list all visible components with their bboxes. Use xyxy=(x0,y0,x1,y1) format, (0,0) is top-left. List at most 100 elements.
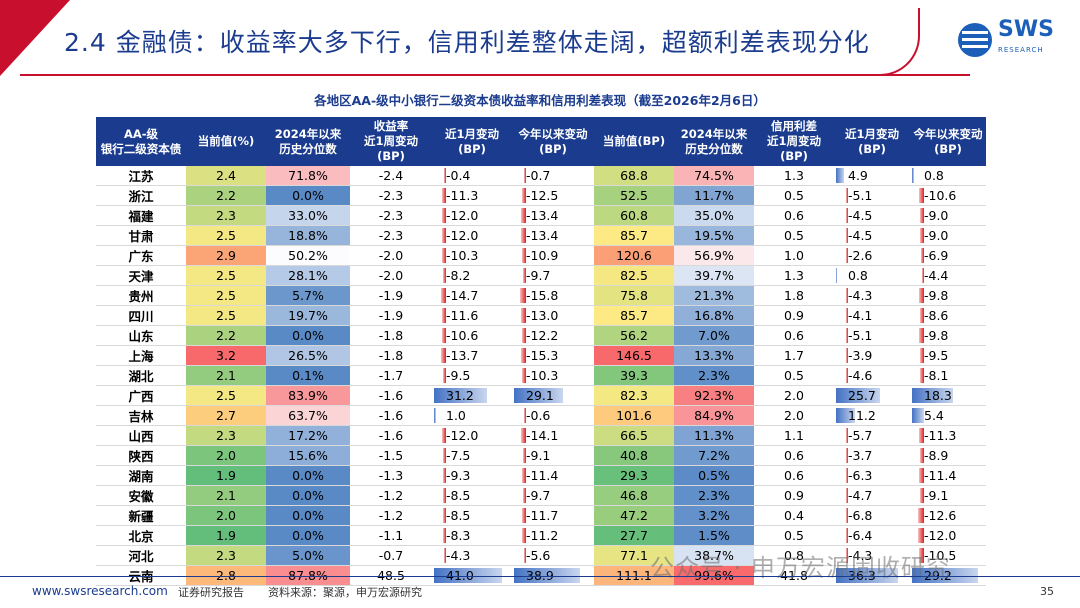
negative-bar xyxy=(522,528,526,543)
table-cell: -10.9 xyxy=(512,245,594,266)
footer-site-link[interactable]: www.swsresearch.com xyxy=(32,584,168,598)
cell-value: -14.1 xyxy=(526,428,559,443)
table-cell: -15.8 xyxy=(512,285,594,306)
table-cell: 2.5 xyxy=(186,225,266,246)
table-cell: -5.1 xyxy=(834,185,910,206)
cell-value: -12.6 xyxy=(924,508,957,523)
negative-bar xyxy=(522,368,526,383)
cell-value: -9.7 xyxy=(526,268,551,283)
positive-bar xyxy=(434,568,502,583)
table-cell: -8.5 xyxy=(432,505,512,526)
negative-bar xyxy=(919,208,924,223)
table-cell: 31.2 xyxy=(432,385,512,406)
table-cell: 26.5% xyxy=(266,345,350,366)
col-header: 收益率 近1周变动 (BP) xyxy=(350,117,432,166)
negative-bar xyxy=(846,448,848,463)
table-cell: 2.5 xyxy=(186,305,266,326)
footer-rule xyxy=(0,576,1080,577)
negative-bar xyxy=(846,488,848,503)
table-cell: 11.7% xyxy=(674,185,754,206)
table-cell: 广东 xyxy=(96,245,186,266)
table-cell: 0.0% xyxy=(266,485,350,506)
cell-value: -13.4 xyxy=(526,228,559,243)
negative-bar xyxy=(919,548,924,563)
negative-bar xyxy=(443,488,446,503)
cell-value: 29.2 xyxy=(924,568,952,583)
table-caption: 各地区AA-级中小银行二级资本债收益率和信用利差表现（截至2026年2月6日） xyxy=(314,93,766,108)
table-row: 广西 2.5 83.9% -1.6 31.2 29.1 82.3 92.3% 2.0 25.7 18… xyxy=(96,385,986,406)
table-cell: -11.3 xyxy=(910,425,986,446)
cell-value: -4.3 xyxy=(848,548,873,563)
negative-bar xyxy=(845,528,848,543)
table-cell: 66.5 xyxy=(594,425,674,446)
table-cell: -9.8 xyxy=(910,325,986,346)
cell-value: 0.8 xyxy=(924,168,944,183)
table-cell: 82.5 xyxy=(594,265,674,286)
table-cell: 5.0% xyxy=(266,545,350,566)
table-row: 陕西 2.0 15.6% -1.5 -7.5 -9.1 40.8 7.2% 0.6 -3.7 -8.… xyxy=(96,445,986,466)
cell-value: -4.7 xyxy=(848,488,873,503)
negative-bar xyxy=(442,468,446,483)
table-cell: 101.6 xyxy=(594,405,674,426)
negative-bar xyxy=(521,328,526,343)
negative-bar xyxy=(443,268,446,283)
negative-bar xyxy=(441,208,446,223)
negative-bar xyxy=(520,348,526,363)
table-cell: -1.9 xyxy=(350,285,432,306)
table-cell: 2.1 xyxy=(186,365,266,386)
table-cell: 16.8% xyxy=(674,305,754,326)
table-cell: 1.9 xyxy=(186,465,266,486)
cell-value: -4.5 xyxy=(848,208,873,223)
table-cell: -4.5 xyxy=(834,225,910,246)
cell-value: -11.6 xyxy=(446,308,479,323)
table-cell: -3.7 xyxy=(834,445,910,466)
cell-value: -4.1 xyxy=(848,308,873,323)
table-cell: -2.3 xyxy=(350,225,432,246)
table-cell: 吉林 xyxy=(96,405,186,426)
table-cell: -10.3 xyxy=(512,365,594,386)
negative-bar xyxy=(441,228,446,243)
table-cell: -2.3 xyxy=(350,205,432,226)
table-row: 湖北 2.1 0.1% -1.7 -9.5 -10.3 39.3 2.3% 0.5 -4.6 -8.… xyxy=(96,365,986,386)
table-cell: -4.3 xyxy=(432,545,512,566)
cell-value: -12.0 xyxy=(924,528,957,543)
table-cell: 2.9 xyxy=(186,245,266,266)
table-cell: 84.9% xyxy=(674,405,754,426)
table-cell: 29.2 xyxy=(910,565,986,586)
table-cell: -0.6 xyxy=(512,405,594,426)
table-cell: 29.3 xyxy=(594,465,674,486)
footer: www.swsresearch.com 证券研究报告 资料来源：聚源，申万宏源研… xyxy=(0,576,1080,608)
table-cell: -4.5 xyxy=(834,205,910,226)
table-cell: 13.3% xyxy=(674,345,754,366)
table-cell: -9.1 xyxy=(910,485,986,506)
cell-value: -11.3 xyxy=(924,428,957,443)
table-cell: 广西 xyxy=(96,385,186,406)
cell-value: -7.5 xyxy=(446,448,471,463)
negative-bar xyxy=(845,508,848,523)
cell-value: -5.7 xyxy=(848,428,873,443)
negative-bar xyxy=(521,308,526,323)
negative-bar xyxy=(444,168,446,183)
cell-value: 1.0 xyxy=(446,408,466,423)
table-cell: -8.3 xyxy=(432,525,512,546)
cell-value: -11.4 xyxy=(924,468,957,483)
table-cell: -13.4 xyxy=(512,225,594,246)
cell-value: -4.3 xyxy=(848,288,873,303)
col-header: 近1月变动 (BP) xyxy=(432,117,512,166)
table-cell: 0.0% xyxy=(266,465,350,486)
table-cell: -12.0 xyxy=(432,425,512,446)
negative-bar xyxy=(522,468,526,483)
cell-value: 4.9 xyxy=(848,168,868,183)
table-cell: 71.8% xyxy=(266,166,350,186)
table-cell: 1.7 xyxy=(754,345,834,366)
table-cell: 85.7 xyxy=(594,225,674,246)
negative-bar xyxy=(919,348,924,363)
table-cell: 0.5 xyxy=(754,185,834,206)
negative-bar xyxy=(442,368,446,383)
table-cell: 5.7% xyxy=(266,285,350,306)
table-cell: 28.1% xyxy=(266,265,350,286)
table-cell: 1.9 xyxy=(186,525,266,546)
cell-value: -4.3 xyxy=(446,548,471,563)
cell-value: -13.7 xyxy=(446,348,479,363)
table-cell: -12.5 xyxy=(512,185,594,206)
